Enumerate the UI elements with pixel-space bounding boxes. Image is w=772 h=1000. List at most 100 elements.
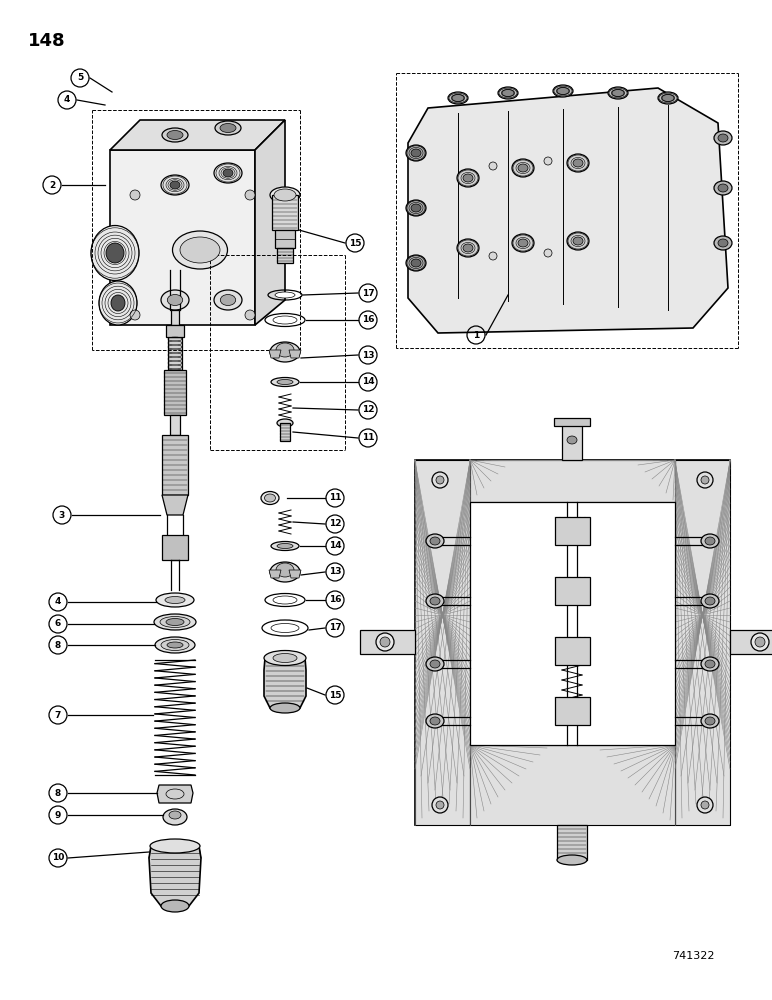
Bar [166,325,184,337]
Ellipse shape [162,128,188,142]
Circle shape [544,157,552,165]
Circle shape [489,252,497,260]
Ellipse shape [277,379,293,384]
Ellipse shape [277,419,293,427]
Bar [272,195,298,230]
Ellipse shape [270,703,300,713]
Text: 11: 11 [362,434,374,442]
Polygon shape [730,630,772,654]
Polygon shape [162,495,188,515]
Text: 13: 13 [362,351,374,360]
Circle shape [130,190,140,200]
Text: 12: 12 [329,520,341,528]
Ellipse shape [273,596,297,604]
Circle shape [436,476,444,484]
Ellipse shape [270,342,300,362]
Ellipse shape [430,537,440,545]
Polygon shape [289,570,301,578]
Ellipse shape [270,187,300,203]
Circle shape [245,190,255,200]
Ellipse shape [701,594,719,608]
Bar [555,577,590,605]
Bar [470,460,675,502]
Ellipse shape [277,544,293,548]
Ellipse shape [658,92,678,104]
Ellipse shape [155,637,195,653]
Ellipse shape [271,542,299,550]
Text: 17: 17 [329,624,341,633]
Ellipse shape [111,295,125,311]
Bar [555,637,590,665]
Bar [415,460,470,825]
Ellipse shape [271,624,299,633]
Ellipse shape [426,657,444,671]
Ellipse shape [573,237,583,245]
Polygon shape [149,846,201,906]
Bar [162,435,188,495]
Text: 8: 8 [55,641,61,650]
Ellipse shape [214,290,242,310]
Text: 16: 16 [329,595,341,604]
Circle shape [245,310,255,320]
Text: 11: 11 [329,493,341,502]
Ellipse shape [406,200,426,216]
Ellipse shape [172,231,228,269]
Ellipse shape [264,650,306,666]
Ellipse shape [215,121,241,135]
Circle shape [489,162,497,170]
Ellipse shape [154,614,196,630]
Ellipse shape [498,87,518,99]
Bar [162,535,188,560]
Ellipse shape [91,226,139,280]
Ellipse shape [167,642,183,648]
Ellipse shape [553,85,573,97]
Ellipse shape [161,900,189,912]
Ellipse shape [701,714,719,728]
Ellipse shape [161,175,189,195]
Bar [470,745,675,825]
Ellipse shape [276,563,294,577]
Ellipse shape [463,244,473,252]
Text: 741322: 741322 [672,951,715,961]
Bar [164,370,186,415]
Bar [275,230,295,248]
Ellipse shape [714,236,732,250]
Ellipse shape [751,633,769,651]
Ellipse shape [512,159,534,177]
Text: 4: 4 [64,96,70,104]
Ellipse shape [718,239,728,247]
Polygon shape [110,150,255,325]
Circle shape [432,472,448,488]
Text: 14: 14 [329,542,341,550]
Ellipse shape [99,281,137,325]
Ellipse shape [170,181,180,189]
Ellipse shape [701,657,719,671]
Bar [470,502,675,745]
Text: 8: 8 [55,788,61,798]
Circle shape [436,801,444,809]
Circle shape [697,797,713,813]
Ellipse shape [426,714,444,728]
Bar [562,420,582,460]
Polygon shape [110,120,285,150]
Ellipse shape [161,640,189,650]
Text: 12: 12 [362,406,374,414]
Ellipse shape [180,237,220,263]
Ellipse shape [518,164,528,172]
Ellipse shape [166,618,184,626]
Ellipse shape [705,717,715,725]
Polygon shape [255,120,285,325]
Ellipse shape [168,294,183,306]
Ellipse shape [426,594,444,608]
Bar [277,248,293,263]
Circle shape [432,797,448,813]
Ellipse shape [161,290,189,310]
Ellipse shape [406,255,426,271]
Text: 6: 6 [55,619,61,629]
Text: 9: 9 [55,810,61,820]
Ellipse shape [150,839,200,853]
Bar [557,825,587,860]
Ellipse shape [512,234,534,252]
Polygon shape [264,658,306,708]
Polygon shape [408,88,728,333]
